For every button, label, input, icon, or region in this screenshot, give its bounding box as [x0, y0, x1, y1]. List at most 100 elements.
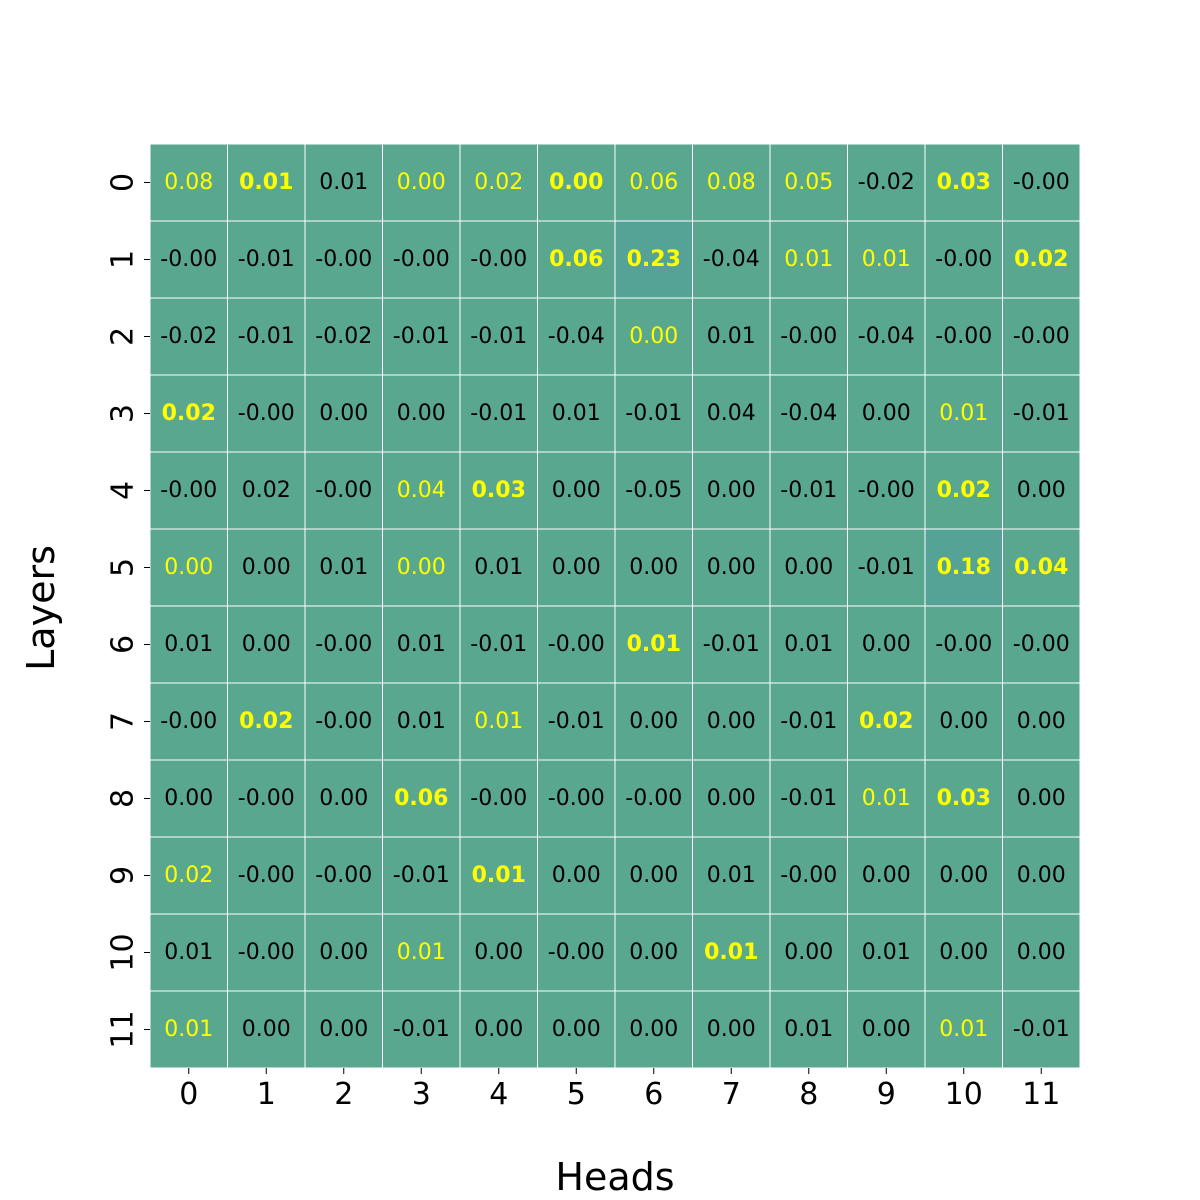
- cell-label-r6-c9: 0.00: [862, 632, 911, 657]
- cell-label-r0-c10: 0.03: [937, 170, 991, 195]
- cell-label-r11-c6: 0.00: [629, 1017, 678, 1042]
- cell-label-r0-c9: -0.02: [858, 170, 915, 195]
- cell-label-r10-c3: 0.01: [397, 940, 446, 965]
- heatmap-cell-r9-c11: [1002, 836, 1081, 915]
- heatmap-cell-r6-c8: [769, 605, 848, 684]
- x-tick-label-1: 1: [257, 1077, 276, 1112]
- heatmap-cell-r2-c10: [924, 297, 1003, 376]
- cell-label-r4-c1: 0.02: [242, 478, 291, 503]
- cell-label-r10-c1: -0.00: [238, 940, 295, 965]
- heatmap-cell-r7-c11: [1002, 682, 1081, 761]
- heatmap-cell-r1-c9: [847, 220, 926, 299]
- cell-label-r10-c4: 0.00: [474, 940, 523, 965]
- cell-label-r6-c11: -0.00: [1013, 632, 1070, 657]
- cell-label-r0-c1: 0.01: [239, 170, 293, 195]
- cell-label-r1-c6: 0.23: [627, 247, 681, 272]
- heatmap-cell-r3-c2: [304, 374, 383, 453]
- cell-label-r0-c7: 0.08: [707, 170, 756, 195]
- cell-label-r8-c0: 0.00: [164, 786, 213, 811]
- cell-label-r0-c4: 0.02: [474, 170, 523, 195]
- y-tick-label-2: 2: [106, 327, 141, 346]
- heatmap-cell-r6-c0: [149, 605, 228, 684]
- heatmap-cell-r10-c5: [537, 913, 616, 992]
- cell-label-r5-c6: 0.00: [629, 555, 678, 580]
- cell-label-r4-c10: 0.02: [937, 478, 991, 503]
- heatmap-cell-r2-c6: [614, 297, 693, 376]
- cell-label-r9-c4: 0.01: [472, 863, 526, 888]
- cell-label-r4-c5: 0.00: [552, 478, 601, 503]
- cell-label-r2-c3: -0.01: [393, 324, 450, 349]
- cell-label-r2-c8: -0.00: [780, 324, 837, 349]
- cell-label-r6-c6: 0.01: [627, 632, 681, 657]
- heatmap-cell-r8-c1: [227, 759, 306, 838]
- cell-label-r9-c6: 0.00: [629, 863, 678, 888]
- cell-label-r1-c4: -0.00: [470, 247, 527, 272]
- heatmap-cell-r11-c2: [304, 990, 383, 1069]
- cell-label-r3-c7: 0.04: [707, 401, 756, 426]
- cell-label-r7-c7: 0.00: [707, 709, 756, 734]
- cell-label-r6-c8: 0.01: [784, 632, 833, 657]
- cell-label-r6-c3: 0.01: [397, 632, 446, 657]
- heatmap-cell-r4-c1: [227, 451, 306, 530]
- cell-label-r5-c4: 0.01: [474, 555, 523, 580]
- cell-label-r7-c4: 0.01: [474, 709, 523, 734]
- cell-label-r6-c2: -0.00: [315, 632, 372, 657]
- cell-label-r4-c11: 0.00: [1017, 478, 1066, 503]
- heatmap-cell-r8-c2: [304, 759, 383, 838]
- heatmap-cell-r7-c0: [149, 682, 228, 761]
- x-tick-label-7: 7: [722, 1077, 741, 1112]
- heatmap-cell-r0-c11: [1002, 143, 1081, 222]
- cell-label-r4-c6: -0.05: [625, 478, 682, 503]
- heatmap-cell-labels: 0.08 0.01 0.01 0.00 0.02 0.00 0.06 0.08 0.05 -0.0…: [160, 170, 1069, 1042]
- x-tick-label-4: 4: [489, 1077, 508, 1112]
- cell-label-r5-c1: 0.00: [242, 555, 291, 580]
- heatmap-cell-r3-c6: [614, 374, 693, 453]
- cell-label-r11-c8: 0.01: [784, 1017, 833, 1042]
- cell-label-r10-c5: -0.00: [548, 940, 605, 965]
- cell-label-r9-c8: -0.00: [780, 863, 837, 888]
- heatmap-cell-r6-c5: [537, 605, 616, 684]
- x-tick-label-10: 10: [945, 1077, 983, 1112]
- cell-label-r5-c10: 0.18: [937, 555, 991, 580]
- y-tick-label-5: 5: [106, 558, 141, 577]
- heatmap-cell-r5-c8: [769, 528, 848, 607]
- cell-label-r8-c1: -0.00: [238, 786, 295, 811]
- heatmap-cell-r10-c8: [769, 913, 848, 992]
- cell-label-r9-c3: -0.01: [393, 863, 450, 888]
- cell-label-r2-c11: -0.00: [1013, 324, 1070, 349]
- heatmap-cell-r1-c4: [459, 220, 538, 299]
- cell-label-r7-c10: 0.00: [939, 709, 988, 734]
- heatmap-cell-r11-c10: [924, 990, 1003, 1069]
- cell-label-r0-c11: -0.00: [1013, 170, 1070, 195]
- cell-label-r1-c7: -0.04: [703, 247, 760, 272]
- cell-label-r2-c7: 0.01: [707, 324, 756, 349]
- cell-label-r9-c11: 0.00: [1017, 863, 1066, 888]
- heatmap-cell-r9-c7: [692, 836, 771, 915]
- cell-label-r4-c0: -0.00: [160, 478, 217, 503]
- heatmap-cell-r3-c9: [847, 374, 926, 453]
- y-tick-label-3: 3: [106, 404, 141, 423]
- heatmap-cell-r6-c6: [614, 605, 693, 684]
- cell-label-r7-c8: -0.01: [780, 709, 837, 734]
- heatmap-cell-r1-c3: [382, 220, 461, 299]
- cell-label-r3-c5: 0.01: [552, 401, 601, 426]
- heatmap-cell-r10-c3: [382, 913, 461, 992]
- cell-label-r2-c4: -0.01: [470, 324, 527, 349]
- heatmap-cell-r6-c1: [227, 605, 306, 684]
- heatmap-cell-r0-c3: [382, 143, 461, 222]
- cell-label-r10-c0: 0.01: [164, 940, 213, 965]
- y-tick-label-8: 8: [106, 789, 141, 808]
- x-tick-label-8: 8: [799, 1077, 818, 1112]
- heatmap-cell-r5-c3: [382, 528, 461, 607]
- cell-label-r2-c5: -0.04: [548, 324, 605, 349]
- heatmap-cell-r0-c9: [847, 143, 926, 222]
- cell-label-r0-c6: 0.06: [629, 170, 678, 195]
- cell-label-r1-c11: 0.02: [1014, 247, 1068, 272]
- cell-label-r7-c5: -0.01: [548, 709, 605, 734]
- cell-label-r8-c5: -0.00: [548, 786, 605, 811]
- y-tick-label-6: 6: [106, 635, 141, 654]
- y-tick-label-7: 7: [106, 712, 141, 731]
- heatmap-cell-r6-c3: [382, 605, 461, 684]
- heatmap-cell-r4-c10: [924, 451, 1003, 530]
